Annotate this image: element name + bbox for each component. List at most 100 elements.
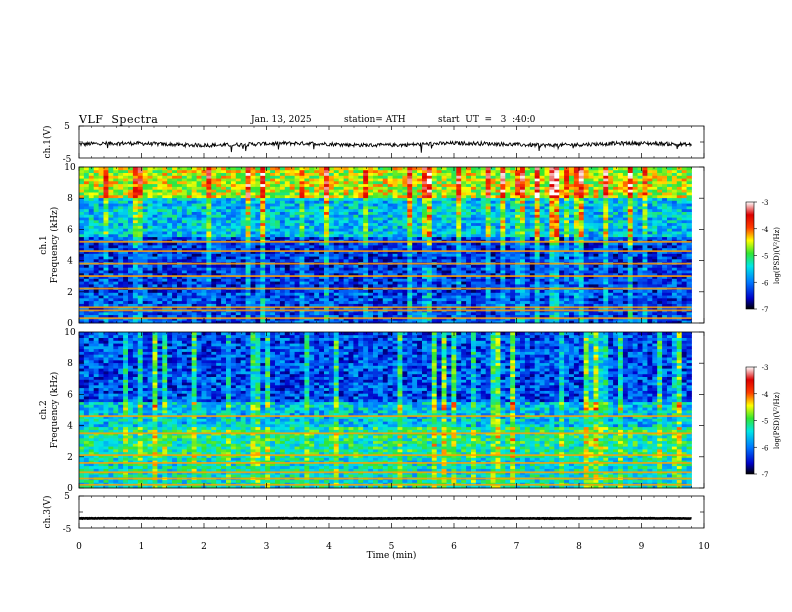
heatmap-cell — [118, 250, 124, 254]
heatmap-cell — [348, 281, 354, 285]
heatmap-cell — [98, 189, 104, 193]
heatmap-cell — [294, 258, 300, 263]
heatmap-cell — [275, 256, 281, 260]
heatmap-cell — [407, 270, 413, 274]
heatmap-cell — [113, 292, 119, 296]
heatmap-cell — [177, 270, 183, 274]
heatmap-cell — [113, 200, 119, 204]
heatmap-cell — [456, 303, 462, 307]
heatmap-cell — [368, 206, 374, 210]
heatmap-cell — [417, 289, 423, 293]
heatmap-cell — [93, 264, 99, 268]
heatmap-cell — [191, 289, 197, 293]
heatmap-cell — [309, 281, 315, 285]
heatmap-cell — [157, 314, 163, 318]
heatmap-cell — [147, 297, 153, 302]
heatmap-cell — [475, 186, 482, 190]
heatmap-cell — [471, 183, 477, 187]
heatmap-cell — [113, 253, 119, 257]
heatmap-cell — [373, 189, 379, 193]
heatmap-cell — [245, 295, 251, 299]
heatmap-cell — [407, 172, 413, 176]
heatmap-cell — [407, 292, 413, 296]
heatmap-cell — [250, 297, 256, 302]
heatmap-cell — [407, 189, 413, 193]
heatmap-cell — [284, 180, 291, 185]
heatmap-cell — [157, 250, 163, 254]
heatmap-cell — [216, 175, 222, 179]
heatmap-cell — [181, 233, 188, 238]
heatmap-cell — [392, 200, 398, 204]
heatmap-cell — [294, 245, 300, 249]
heatmap-cell — [177, 245, 183, 249]
heatmap-cell — [83, 214, 90, 218]
heatmap-cell — [79, 303, 85, 307]
heatmap-cell — [358, 183, 364, 187]
heatmap-cell — [407, 256, 413, 260]
heatmap-cell — [230, 281, 237, 285]
heatmap-cell — [456, 297, 462, 302]
heatmap-cell — [373, 186, 379, 190]
heatmap-cell — [240, 178, 246, 182]
heatmap-cell — [480, 167, 487, 171]
heatmap-cell — [436, 197, 442, 201]
heatmap-cell — [172, 217, 178, 221]
heatmap-cell — [426, 214, 433, 218]
heatmap-cell — [211, 186, 217, 190]
heatmap-cell — [500, 245, 506, 249]
heatmap-cell — [93, 203, 99, 207]
heatmap-cell — [314, 281, 320, 285]
heatmap-cell — [88, 222, 95, 226]
heatmap-cell — [471, 284, 477, 288]
heatmap-cell — [348, 275, 354, 279]
heatmap-cell — [485, 292, 491, 296]
heatmap-cell — [128, 178, 134, 182]
heatmap-cell — [186, 250, 193, 254]
heatmap-cell — [191, 256, 197, 260]
heatmap-cell — [466, 228, 472, 232]
heatmap-cell — [294, 172, 300, 176]
heatmap-cell — [181, 225, 188, 229]
heatmap-cell — [333, 320, 340, 324]
heatmap-cell — [211, 214, 217, 218]
heatmap-cell — [324, 250, 330, 254]
heatmap-cell — [392, 178, 398, 182]
heatmap-cell — [177, 217, 183, 221]
heatmap-cell — [431, 217, 438, 221]
heatmap-cell — [123, 200, 129, 204]
heatmap-cell — [417, 203, 423, 207]
heatmap-cell — [475, 169, 482, 173]
heatmap-cell — [373, 311, 379, 316]
heatmap-cell — [495, 270, 501, 274]
heatmap-cell — [289, 250, 295, 254]
heatmap-cell — [147, 211, 153, 215]
heatmap-cell — [186, 228, 193, 232]
heatmap-cell — [83, 183, 90, 187]
heatmap-cell — [309, 200, 315, 204]
heatmap-cell — [142, 270, 148, 274]
heatmap-cell — [417, 200, 423, 204]
heatmap-cell — [152, 247, 158, 251]
heatmap-cell — [436, 258, 442, 263]
heatmap-cell — [98, 264, 104, 268]
heatmap-cell — [235, 314, 242, 318]
heatmap-cell — [314, 303, 320, 307]
heatmap-cell — [186, 183, 193, 187]
heatmap-cell — [88, 178, 95, 182]
heatmap-cell — [382, 295, 389, 299]
heatmap-cell — [314, 275, 320, 279]
heatmap-cell — [113, 189, 119, 193]
heatmap-cell — [250, 206, 256, 210]
heatmap-cell — [284, 320, 291, 324]
heatmap-cell — [260, 245, 266, 249]
heatmap-cell — [475, 270, 482, 274]
heatmap-cell — [402, 200, 408, 204]
heatmap-cell — [333, 278, 340, 282]
heatmap-cell — [436, 225, 442, 229]
heatmap-cell — [265, 275, 271, 279]
heatmap-cell — [235, 228, 242, 232]
heatmap-cell — [299, 247, 305, 251]
heatmap-cell — [289, 225, 295, 229]
heatmap-cell — [128, 225, 134, 229]
heatmap-cell — [461, 208, 467, 212]
